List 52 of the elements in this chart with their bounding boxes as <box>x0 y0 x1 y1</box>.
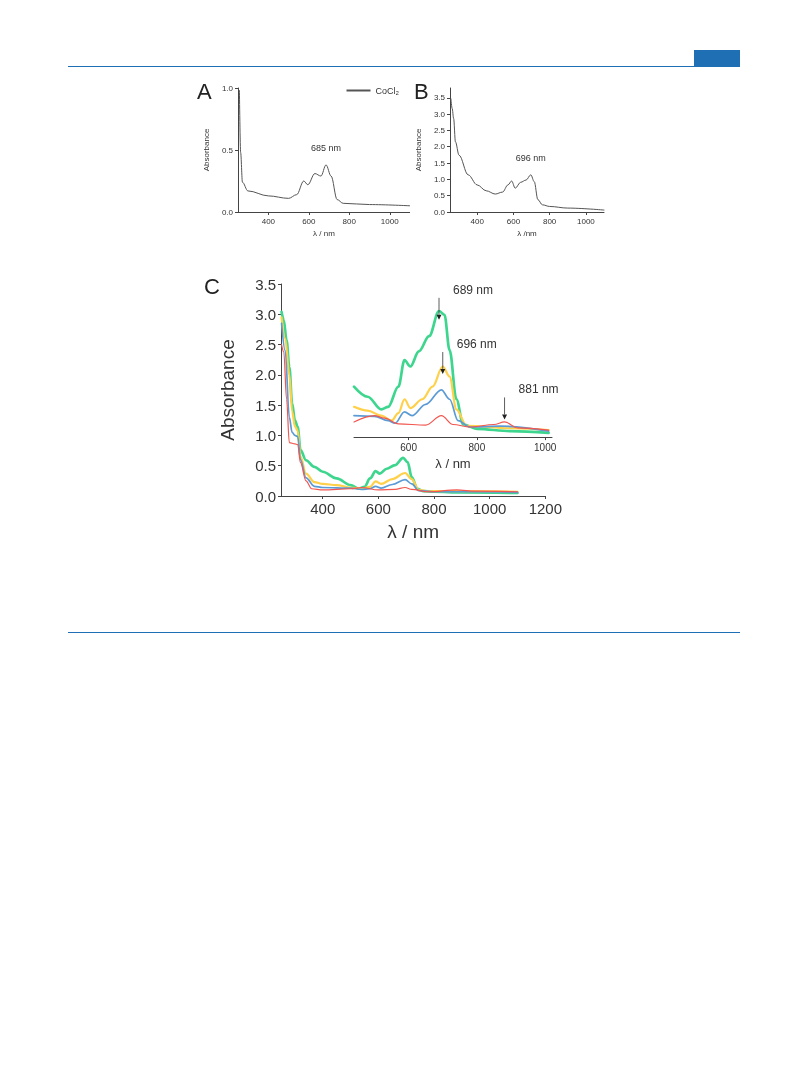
x-tick-label: 400 <box>261 216 276 226</box>
x-tick-label: 1200 <box>528 500 562 517</box>
y-tick-label: 1.0 <box>255 426 276 444</box>
annotation: 696 nm <box>456 337 497 352</box>
annotation: 689 nm <box>453 282 494 297</box>
legend-label: CoCl₂ <box>375 85 400 96</box>
chart-title: A <box>197 78 212 104</box>
line-series <box>238 89 410 207</box>
y-tick-label: 3.0 <box>433 109 446 119</box>
y-tick-label: 2.0 <box>433 142 446 152</box>
x-tick-label: 600 <box>365 500 391 517</box>
x-tick-label: 1000 <box>380 216 400 226</box>
y-tick-label: 2.5 <box>433 125 446 135</box>
x-axis-title: λ / nm <box>313 229 336 239</box>
y-tick-label: 3.5 <box>433 93 446 103</box>
y-tick-label: 0.0 <box>221 207 234 217</box>
x-tick-label: 600 <box>302 216 317 226</box>
y-tick-label: 0.0 <box>433 207 446 217</box>
y-axis-title: Absorbance <box>414 128 424 172</box>
annotation: 881 nm <box>518 382 559 397</box>
x-tick-label: 400 <box>310 500 336 517</box>
y-tick-label: 3.5 <box>255 275 276 293</box>
y-tick-label: 0.5 <box>255 457 276 475</box>
x-tick-label: 1000 <box>534 441 557 453</box>
x-tick-label: 800 <box>342 216 357 226</box>
y-tick-label: 1.0 <box>433 174 446 184</box>
x-tick-label: 1000 <box>576 216 596 226</box>
x-axis-title: λ / nm <box>435 456 471 471</box>
annotation: 685 nm <box>311 143 342 154</box>
y-tick-label: 1.5 <box>433 158 446 168</box>
x-tick-label: 400 <box>470 216 485 226</box>
chart-title: B <box>414 78 429 104</box>
y-tick-label: 1.0 <box>221 83 234 93</box>
y-tick-label: 2.5 <box>255 336 276 354</box>
y-tick-label: 1.5 <box>255 396 276 414</box>
x-tick-label: 600 <box>400 441 418 453</box>
annotation: 696 nm <box>515 153 546 164</box>
x-axis-title: λ / nm <box>387 521 440 542</box>
y-axis-title: Absorbance <box>217 339 238 441</box>
x-tick-label: 800 <box>468 441 486 453</box>
y-axis-title: Absorbance <box>202 128 212 172</box>
x-tick-label: 1000 <box>472 500 507 517</box>
y-tick-label: 2.0 <box>255 366 276 384</box>
y-tick-label: 0.5 <box>433 191 446 201</box>
y-tick-label: 3.0 <box>255 305 276 323</box>
y-tick-label: 0.5 <box>221 145 234 155</box>
x-tick-label: 800 <box>421 500 447 517</box>
x-tick-label: 800 <box>542 216 557 226</box>
x-tick-label: 600 <box>506 216 521 226</box>
y-tick-label: 0.0 <box>255 487 276 505</box>
x-axis-title: λ /nm <box>517 229 538 239</box>
chart-title: C <box>204 273 220 299</box>
